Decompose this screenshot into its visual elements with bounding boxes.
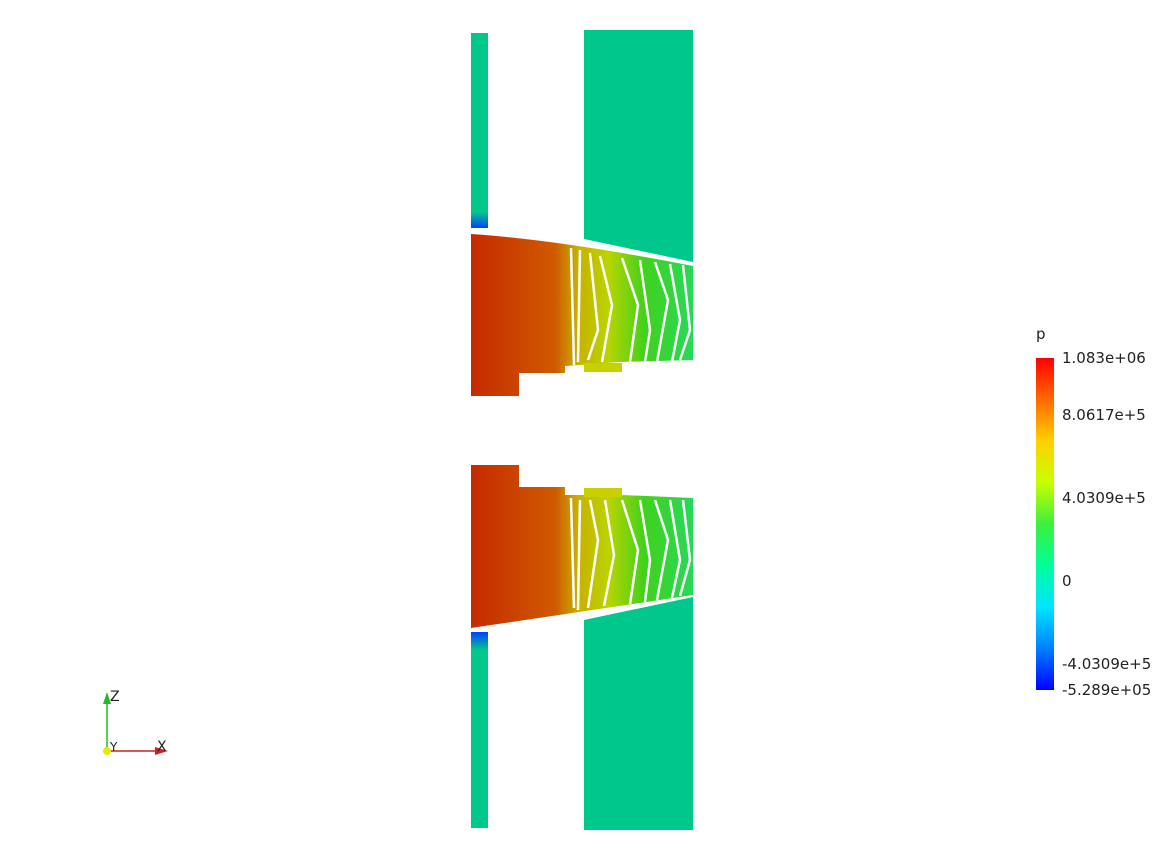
legend-color-bar (1036, 358, 1054, 690)
y-axis-label: Y (110, 740, 118, 754)
lower-pressure-region (471, 465, 693, 628)
upper-pressure-region (471, 234, 693, 396)
lower-yellow-strip (584, 488, 622, 497)
legend-label-3: 0 (1062, 572, 1072, 591)
upper-left-strip-low-spot (471, 212, 488, 228)
upper-left-strip (471, 33, 488, 228)
z-axis-arrow (103, 692, 111, 704)
legend-label-0: 1.083e+06 (1062, 349, 1146, 367)
lower-cut-lines (569, 497, 692, 611)
legend-label-5: -5.289e+05 (1062, 681, 1152, 699)
legend-label-1: 8.0617e+5 (1062, 406, 1146, 425)
y-axis-dot (103, 747, 111, 755)
legend-label-2: 4.0309e+5 (1062, 489, 1146, 508)
x-axis-label: X (157, 739, 167, 755)
z-axis-label: Z (110, 689, 120, 705)
legend-label-4: -4.0309e+5 (1062, 655, 1152, 674)
legend-title: p (1036, 325, 1046, 343)
upper-cut-lines (569, 247, 692, 366)
lower-left-strip-low-spot (471, 632, 488, 650)
upper-right-block (584, 30, 693, 262)
upper-yellow-strip (584, 363, 622, 372)
lower-right-block (584, 597, 693, 830)
orientation-axes (103, 692, 168, 755)
lower-left-strip (471, 632, 488, 828)
x-axis-arrow (155, 747, 168, 755)
